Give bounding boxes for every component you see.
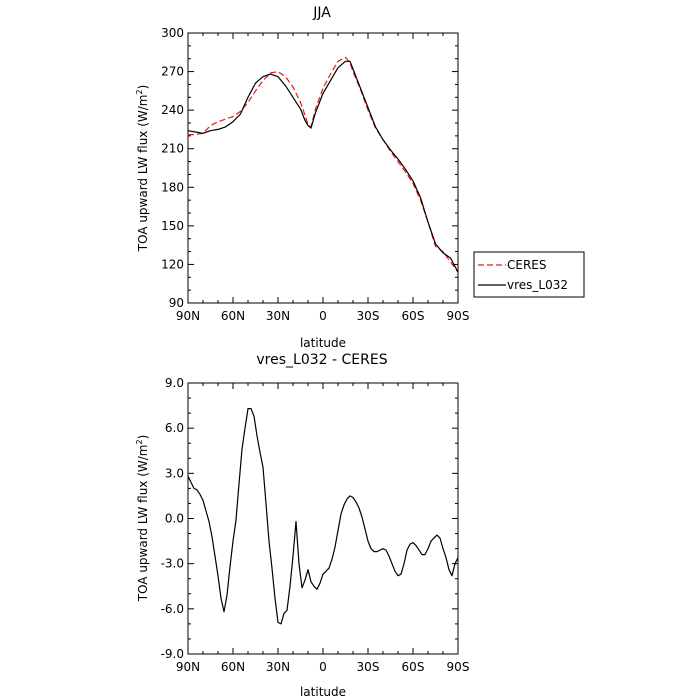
bottom-x-tick-label: 90N (176, 660, 200, 674)
bottom-x-tick-label: 30S (357, 660, 380, 674)
bottom-y-tick-label: 3.0 (165, 466, 184, 480)
top-y-axis-label-tail: ) (136, 85, 150, 90)
top-y-axis-label-sup: 2 (135, 89, 144, 94)
top-y-tick-label: 90 (169, 296, 184, 310)
bottom-panel: vres_L032 - CERES 90N 60N 30N 0 30S 60S 90S -9… (135, 352, 469, 699)
top-x-tick-label: 0 (319, 309, 327, 323)
bottom-series-group (187, 408, 459, 625)
bottom-x-tick-label: 60N (221, 660, 245, 674)
bottom-y-axis-label: TOA upward LW flux (W/m2) (135, 435, 150, 603)
legend-label-vres: vres_L032 (507, 278, 568, 292)
bottom-series-difference (187, 408, 459, 625)
legend-label-ceres: CERES (507, 258, 547, 272)
bottom-y-tick-label: -6.0 (161, 602, 184, 616)
bottom-x-tick-label: 30N (266, 660, 290, 674)
bottom-y-axis-label-tail: ) (136, 435, 150, 440)
legend-frame (473, 251, 585, 298)
top-y-tick-label: 240 (161, 103, 184, 117)
top-x-tick-label: 90N (176, 309, 200, 323)
bottom-plot-frame (187, 382, 459, 655)
bottom-x-axis: 90N 60N 30N 0 30S 60S 90S (176, 383, 470, 674)
top-y-tick-label: 270 (161, 65, 184, 79)
legend: CERES vres_L032 (473, 251, 585, 298)
bottom-y-tick-label: 6.0 (165, 421, 184, 435)
top-y-tick-label: 120 (161, 257, 184, 271)
bottom-x-axis-label: latitude (300, 685, 346, 699)
bottom-x-tick-label: 60S (402, 660, 425, 674)
bottom-y-tick-label: -3.0 (161, 557, 184, 571)
top-series-group (187, 56, 459, 273)
top-x-axis: 90N 60N 30N 0 30S 60S 90S (176, 33, 470, 323)
bottom-x-tick-label: 0 (319, 660, 327, 674)
bottom-y-axis: -9.0 -6.0 -3.0 0.0 3.0 6.0 9.0 (161, 376, 458, 661)
top-y-tick-label: 150 (161, 219, 184, 233)
bottom-y-tick-label: -9.0 (161, 647, 184, 661)
top-x-tick-label: 30N (266, 309, 290, 323)
bottom-y-axis-label-sup: 2 (135, 439, 144, 444)
top-y-tick-label: 300 (161, 26, 184, 40)
top-y-axis-label: TOA upward LW flux (W/m2) (135, 85, 150, 253)
top-x-axis-label: latitude (300, 336, 346, 350)
top-y-tick-label: 210 (161, 142, 184, 156)
top-series-vres-l032 (187, 60, 459, 273)
top-x-tick-label: 90S (447, 309, 470, 323)
top-series-ceres (188, 56, 459, 273)
bottom-chart-title: vres_L032 - CERES (256, 352, 387, 368)
bottom-y-tick-label: 0.0 (165, 512, 184, 526)
top-y-tick-label: 180 (161, 180, 184, 194)
bottom-y-tick-label: 9.0 (165, 376, 184, 390)
top-x-tick-label: 30S (357, 309, 380, 323)
top-x-tick-label: 60N (221, 309, 245, 323)
top-x-tick-label: 60S (402, 309, 425, 323)
bottom-y-axis-label-main: TOA upward LW flux (W/m (136, 445, 150, 603)
top-chart-title: JJA (312, 5, 331, 21)
top-y-axis-label-main: TOA upward LW flux (W/m (136, 95, 150, 253)
bottom-x-tick-label: 90S (447, 660, 470, 674)
top-plot-frame (187, 32, 459, 304)
top-y-axis: 90 120 150 180 210 240 270 300 (161, 26, 458, 310)
top-panel: JJA 90N 60N 30N 0 30S 60S 90S 90 120 150 180 210 24… (135, 5, 585, 350)
